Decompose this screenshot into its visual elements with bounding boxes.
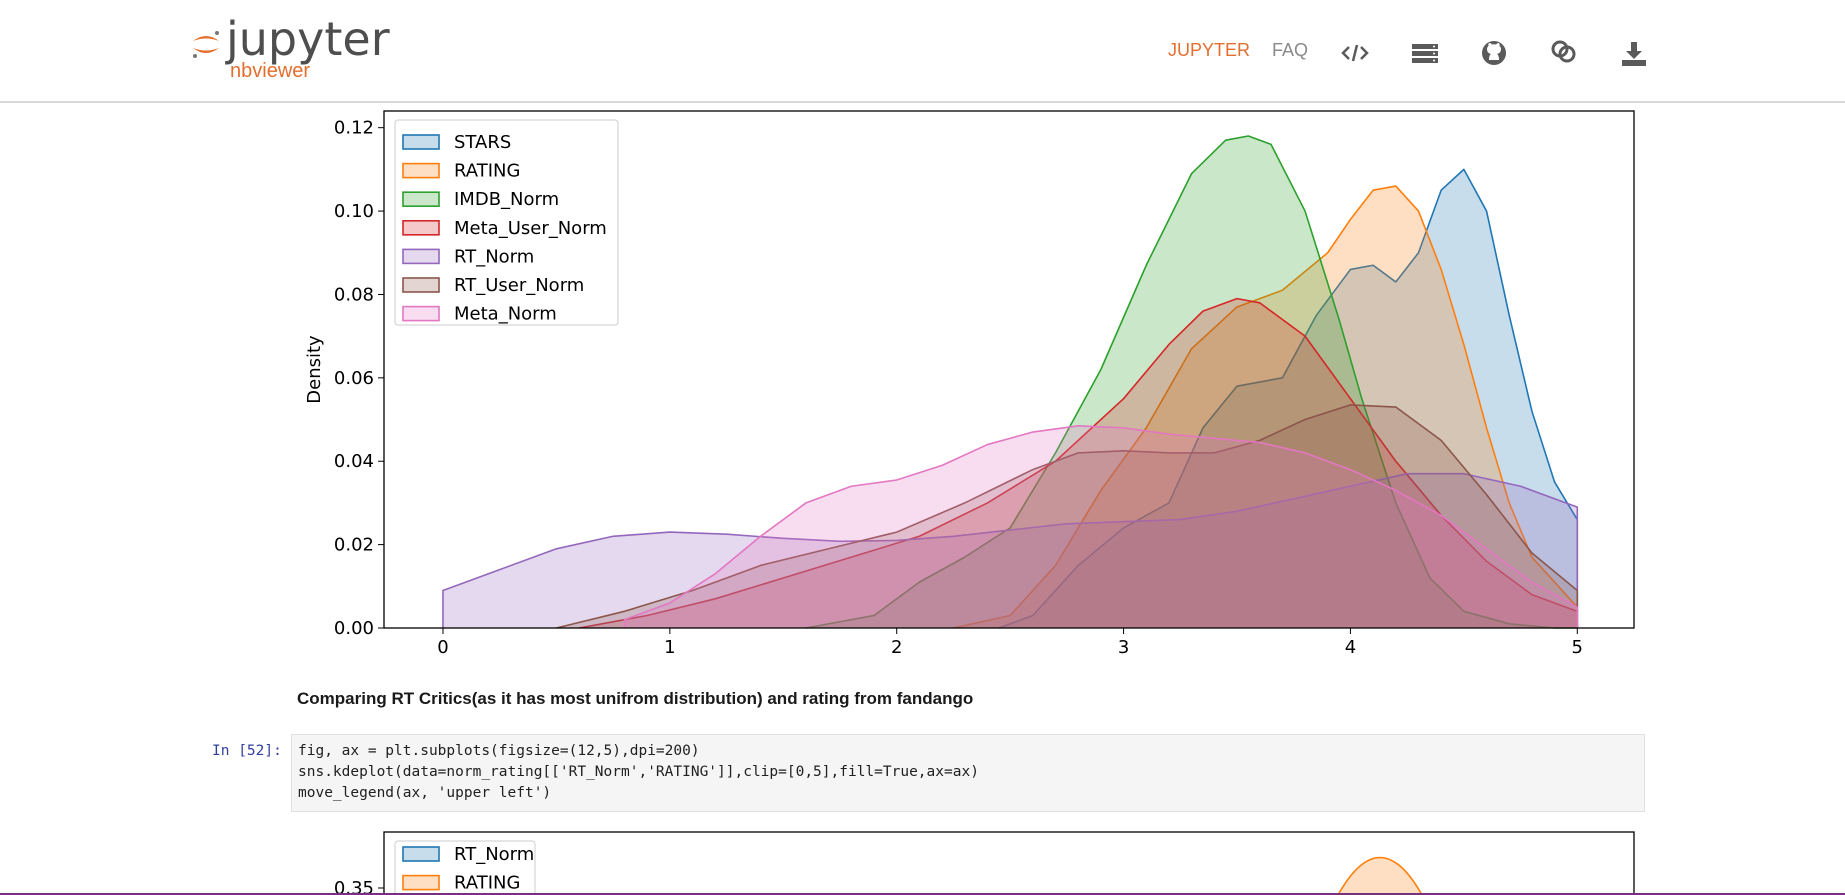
kde-line-stars [998, 168, 1579, 629]
kde-area-meta_user_norm [579, 298, 1578, 628]
kde-area-rating [953, 186, 1578, 628]
markdown-heading: Comparing RT Critics(as it has most unif… [297, 689, 974, 708]
x-tick-label: 5 [1572, 637, 1583, 658]
legend-swatch [402, 305, 440, 322]
legend-label: RATING [454, 161, 520, 182]
legend-swatch [402, 846, 440, 862]
kde-line-rt_user_norm [556, 404, 1579, 629]
input-prompt: In [52]: [212, 743, 282, 759]
kde-area-imdb_norm [805, 136, 1578, 629]
kde-line-meta_user_norm [578, 297, 1579, 629]
code-icon[interactable] [1340, 38, 1370, 68]
github-icon[interactable] [1479, 38, 1509, 68]
legend-swatch [402, 191, 440, 207]
code-line: sns.kdeplot(data=norm_rating[['RT_Norm',… [298, 764, 979, 780]
y-tick-label: 0.08 [334, 284, 374, 305]
kde-line-meta_norm [623, 424, 1579, 628]
x-tick-label: 3 [1118, 637, 1129, 658]
x-tick-label: 2 [891, 637, 902, 658]
kde-area-rt_user_norm [556, 404, 1578, 628]
legend-label: RATING [454, 873, 520, 894]
legend-swatch [402, 874, 440, 891]
code-line: move_legend(ax, 'upper left') [298, 785, 552, 801]
x-tick-label: 4 [1345, 637, 1356, 658]
legend-swatch [402, 162, 440, 179]
legend-label: STARS [454, 132, 511, 153]
kde-line-rt_norm [442, 472, 1579, 628]
legend-label: RT_Norm [454, 844, 534, 865]
nav-link-faq[interactable]: FAQ [1272, 40, 1309, 60]
plot-frame [383, 831, 1635, 895]
legend-swatch [402, 134, 440, 150]
window-bottom-edge [0, 893, 1845, 895]
legend-swatch [402, 277, 440, 293]
kde-line-rating [953, 185, 1579, 629]
x-tick-label: 1 [664, 637, 675, 658]
kde-density-chart: 0 1 2 3 4 5 0.00 0.02 0.04 0.06 0.08 0.10 0.12 Densit… [304, 110, 1635, 658]
legend [394, 840, 536, 895]
legend-swatch [402, 220, 440, 236]
y-tick-label: 0.06 [334, 368, 374, 389]
y-tick-label: 0.04 [334, 451, 374, 472]
kde-density-chart-2: 0.35 RT_Norm RATING [334, 831, 1635, 895]
chain-icon[interactable] [1549, 38, 1579, 68]
y-tick-label: 0.35 [334, 878, 374, 895]
y-tick-label: 0.02 [334, 535, 374, 556]
y-axis-label: Density [304, 335, 325, 404]
legend-label: Meta_Norm [454, 304, 557, 325]
navbar: jupyter nbviewer JUPYTER FAQ [0, 0, 1845, 103]
legend [394, 119, 619, 326]
kde-area-rt_norm [442, 473, 1578, 628]
legend-label: IMDB_Norm [454, 189, 559, 210]
x-tick-label: 0 [437, 637, 448, 658]
kde-line-rating [1337, 856, 1423, 895]
kde-area-stars [998, 169, 1578, 628]
y-tick-label: 0.00 [334, 618, 374, 639]
y-tick-label: 0.10 [334, 201, 374, 222]
logo-sub: nbviewer [230, 60, 311, 82]
kde-area-meta_norm [624, 425, 1578, 628]
legend-label: RT_User_Norm [454, 275, 584, 296]
legend-label: RT_Norm [454, 246, 534, 267]
server-icon[interactable] [1410, 38, 1440, 68]
kde-line-imdb_norm [805, 135, 1578, 629]
plot-frame [383, 110, 1635, 629]
y-tick-label: 0.12 [334, 118, 374, 139]
legend-swatch [402, 248, 440, 265]
nav-link-jupyter[interactable]: JUPYTER [1168, 40, 1251, 60]
download-icon[interactable] [1619, 38, 1649, 68]
jupyter-logo-icon [193, 31, 219, 58]
code-line: fig, ax = plt.subplots(figsize=(12,5),dp… [298, 743, 700, 759]
code-cell[interactable]: fig, ax = plt.subplots(figsize=(12,5),dp… [291, 734, 1645, 812]
legend-label: Meta_User_Norm [454, 218, 607, 239]
logo-name: jupyter [226, 12, 390, 66]
